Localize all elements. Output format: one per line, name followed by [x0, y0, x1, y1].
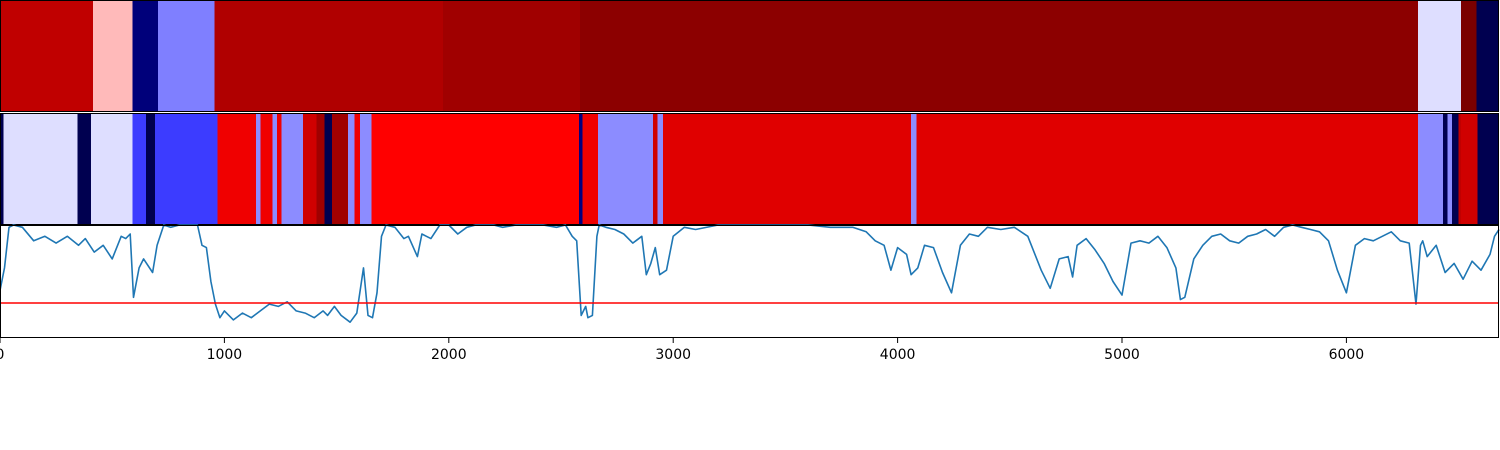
x-tick-label-3000: 3000 [655, 347, 691, 363]
band-2-segment-5 [145, 113, 155, 225]
x-tick-label-6000: 6000 [1329, 347, 1365, 363]
band-2-segment-33 [1458, 113, 1461, 225]
band-1-segment-3 [158, 0, 215, 112]
band-2-segment-22 [582, 113, 599, 225]
band-2-segment-18 [354, 113, 361, 225]
band-1-segment-7 [1418, 0, 1461, 112]
band-2-segment-19 [360, 113, 372, 225]
band-1-segment-9 [1476, 0, 1499, 112]
band-2-segment-4 [132, 113, 146, 225]
x-tick-label-2000: 2000 [431, 347, 467, 363]
band-1-segment-4 [214, 0, 444, 112]
band-1-segment-2 [132, 0, 159, 112]
band-2-segment-1 [3, 113, 78, 225]
band-2-segment-2 [77, 113, 91, 225]
band-1-segment-6 [580, 0, 1419, 112]
top-color-band [0, 0, 1499, 112]
band-2-segment-20 [371, 113, 579, 225]
band-2-segment-8 [255, 113, 261, 225]
x-tick-label-5000: 5000 [1104, 347, 1140, 363]
line-plot-background [0, 225, 1499, 338]
band-2-segment-16 [332, 113, 348, 225]
band-2-segment-10 [272, 113, 278, 225]
series-line-0 [0, 224, 1500, 324]
band-2-segment-25 [657, 113, 664, 225]
x-axis: 0 1000 2000 3000 4000 5000 6000 [0, 338, 1364, 363]
band-1-frame [0, 0, 1499, 112]
band-2-segment-35 [1477, 113, 1499, 225]
band-1-segment-1 [93, 0, 133, 112]
middle-color-band [0, 113, 1499, 225]
band-2-segment-27 [911, 113, 917, 225]
x-tick-label-1000: 1000 [207, 347, 243, 363]
band-2-segment-9 [260, 113, 273, 225]
band-2-segment-30 [1442, 113, 1448, 225]
line-plot-frame [0, 225, 1499, 338]
band-2-segment-15 [324, 113, 333, 225]
band-2-segment-3 [90, 113, 133, 225]
line-plot-panel [0, 224, 1500, 338]
band-2-segment-6 [154, 113, 218, 225]
x-tick-label-0: 0 [0, 347, 4, 363]
band-1-segment-5 [443, 0, 581, 112]
band-2-segment-13 [302, 113, 317, 225]
band-2-segment-23 [598, 113, 654, 225]
band-2-segment-28 [916, 113, 1419, 225]
band-1-segment-8 [1460, 0, 1477, 112]
band-2-segment-7 [217, 113, 256, 225]
x-tick-label-4000: 4000 [880, 347, 916, 363]
band-2-segment-26 [663, 113, 912, 225]
band-2-segment-29 [1418, 113, 1443, 225]
band-2-segment-0 [0, 113, 4, 225]
band-2-segment-31 [1447, 113, 1452, 225]
band-2-segment-21 [578, 113, 583, 225]
band-2-segment-24 [653, 113, 658, 225]
band-2-segment-34 [1460, 113, 1478, 225]
band-1-segment-0 [0, 0, 94, 112]
band-2-segment-12 [281, 113, 303, 225]
band-2-segment-11 [277, 113, 282, 225]
band-2-segment-17 [347, 113, 355, 225]
band-2-segment-32 [1451, 113, 1459, 225]
band-2-segment-14 [316, 113, 325, 225]
